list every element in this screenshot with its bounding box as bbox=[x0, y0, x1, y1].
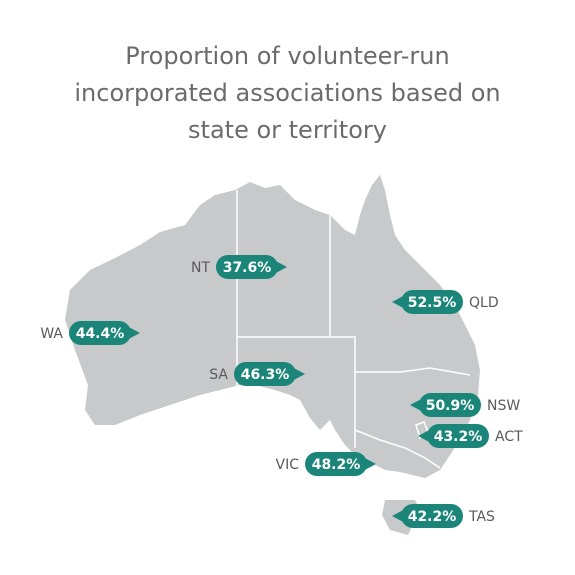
value-pill bbox=[401, 290, 463, 314]
value-label: 52.5% bbox=[408, 295, 457, 311]
region-name: NT bbox=[191, 260, 210, 276]
value-label: 48.2% bbox=[312, 457, 361, 473]
border bbox=[354, 429, 441, 469]
value-pill bbox=[234, 362, 296, 386]
value-label: 50.9% bbox=[426, 398, 475, 414]
value-pill bbox=[69, 321, 131, 345]
region-name: QLD bbox=[469, 295, 499, 311]
region-name: ACT bbox=[495, 429, 523, 445]
value-pill bbox=[401, 504, 463, 528]
mainland bbox=[65, 175, 480, 478]
value-pill bbox=[419, 393, 481, 417]
value-pill bbox=[216, 255, 278, 279]
value-pill bbox=[305, 452, 367, 476]
region-name: WA bbox=[40, 326, 63, 342]
border bbox=[237, 336, 356, 448]
value-label: 42.2% bbox=[408, 509, 457, 525]
value-pill bbox=[427, 424, 489, 448]
title: Proportion of volunteer-run incorporated… bbox=[74, 42, 501, 144]
value-label: 43.2% bbox=[434, 429, 483, 445]
region-name: SA bbox=[209, 367, 228, 383]
borders bbox=[236, 190, 471, 469]
value-label: 46.3% bbox=[241, 367, 290, 383]
border bbox=[355, 367, 471, 376]
region-name: VIC bbox=[276, 457, 300, 473]
region-name: TAS bbox=[468, 509, 495, 525]
region-name: NSW bbox=[487, 398, 520, 414]
value-label: 37.6% bbox=[223, 260, 272, 276]
value-label: 44.4% bbox=[76, 326, 125, 342]
